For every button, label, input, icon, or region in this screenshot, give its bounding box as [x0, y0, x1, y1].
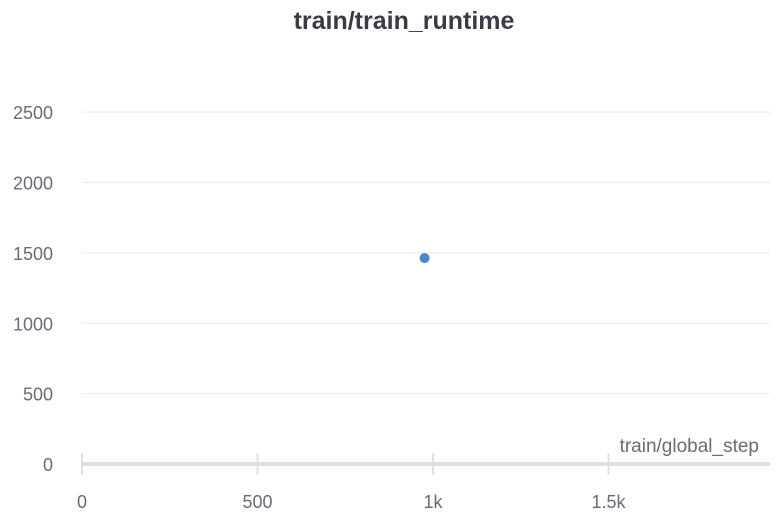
x-tick-label-3: 1.5k	[592, 492, 627, 512]
grid-lines	[82, 111, 770, 395]
y-tick-label-0: 0	[43, 455, 53, 475]
x-axis-label: train/global_step	[620, 436, 759, 457]
x-tick-label-1: 500	[242, 492, 272, 512]
y-axis-ticks: 0 500 1000 1500 2000 2500	[13, 103, 53, 475]
data-points[interactable]	[419, 253, 430, 264]
x-axis-ticks: 0 500 1k 1.5k	[77, 453, 627, 512]
y-tick-label-3: 1500	[13, 244, 53, 264]
y-tick-label-5: 2500	[13, 103, 53, 123]
y-tick-label-2: 1000	[13, 314, 53, 334]
data-point-0-0[interactable]	[419, 253, 430, 264]
x-tick-label-2: 1k	[424, 492, 444, 512]
y-tick-label-4: 2000	[13, 174, 53, 194]
chart-title: train/train_runtime	[294, 7, 515, 35]
x-tick-label-0: 0	[77, 492, 87, 512]
y-tick-label-1: 500	[23, 385, 53, 405]
